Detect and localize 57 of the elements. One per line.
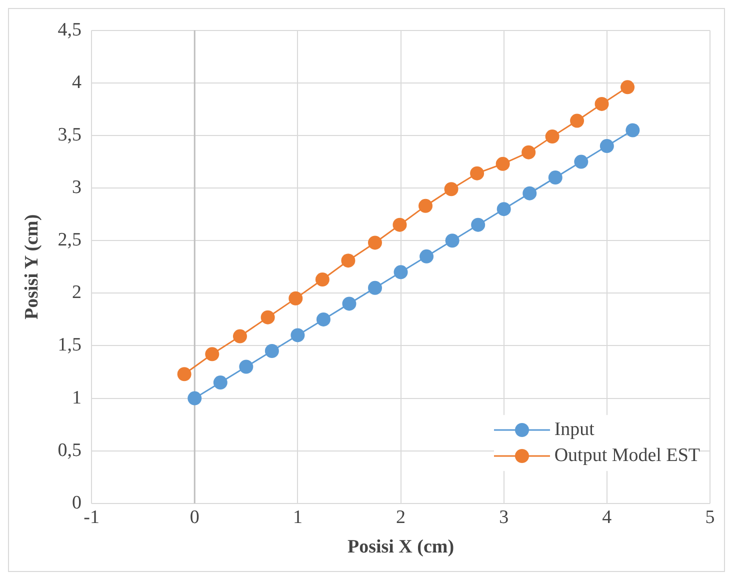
point (316, 312, 330, 326)
y-tick-label: 3 (72, 177, 82, 198)
point (626, 123, 640, 138)
x-tick-label: 0 (190, 506, 200, 528)
legend-label: Output Model EST (554, 445, 700, 467)
y-tick-label: 0 (72, 492, 82, 514)
x-tick-label: 2 (396, 506, 406, 528)
point (188, 391, 202, 406)
point (177, 367, 192, 382)
point (445, 234, 460, 248)
point (342, 296, 356, 311)
point (496, 202, 511, 216)
point (444, 182, 458, 196)
y-axis-title: Posisi Y (cm) (21, 214, 42, 320)
point (260, 310, 275, 324)
point (594, 96, 609, 111)
point (213, 376, 228, 390)
point (368, 280, 382, 295)
point (570, 114, 584, 128)
y-tick-label: 4 (72, 72, 82, 93)
y-tick-label: 3,5 (58, 124, 82, 146)
y-tick-label: 4,5 (58, 19, 82, 40)
point (290, 328, 305, 342)
point (368, 236, 382, 250)
point (418, 198, 433, 213)
x-tick-label: -1 (84, 506, 100, 528)
y-tick-label: 2,5 (58, 230, 82, 251)
point (420, 249, 434, 264)
point (471, 218, 486, 232)
point (341, 254, 356, 268)
point (264, 344, 279, 358)
point (288, 291, 303, 306)
legend-label: Input (554, 419, 594, 441)
point (205, 347, 220, 362)
y-tick-label: 0,5 (58, 440, 82, 461)
point (620, 80, 635, 94)
x-tick-label: 4 (602, 506, 612, 528)
point (522, 145, 536, 160)
point (470, 166, 484, 180)
point (315, 272, 330, 287)
x-tick-label: 1 (292, 506, 302, 528)
x-tick-label: 3 (499, 506, 509, 528)
point (232, 329, 247, 344)
point (522, 186, 537, 200)
y-tick-label: 2 (72, 282, 82, 304)
y-tick-label: 1,5 (58, 334, 82, 356)
x-axis-title: Posisi X (cm) (347, 536, 454, 558)
point (496, 156, 510, 171)
point (545, 130, 560, 144)
point (600, 139, 614, 154)
point (239, 360, 254, 374)
point (548, 170, 562, 185)
point (574, 154, 588, 169)
y-tick-label: 1 (72, 387, 82, 408)
x-tick-label: 5 (705, 506, 715, 528)
point (394, 265, 408, 280)
point (392, 218, 407, 232)
